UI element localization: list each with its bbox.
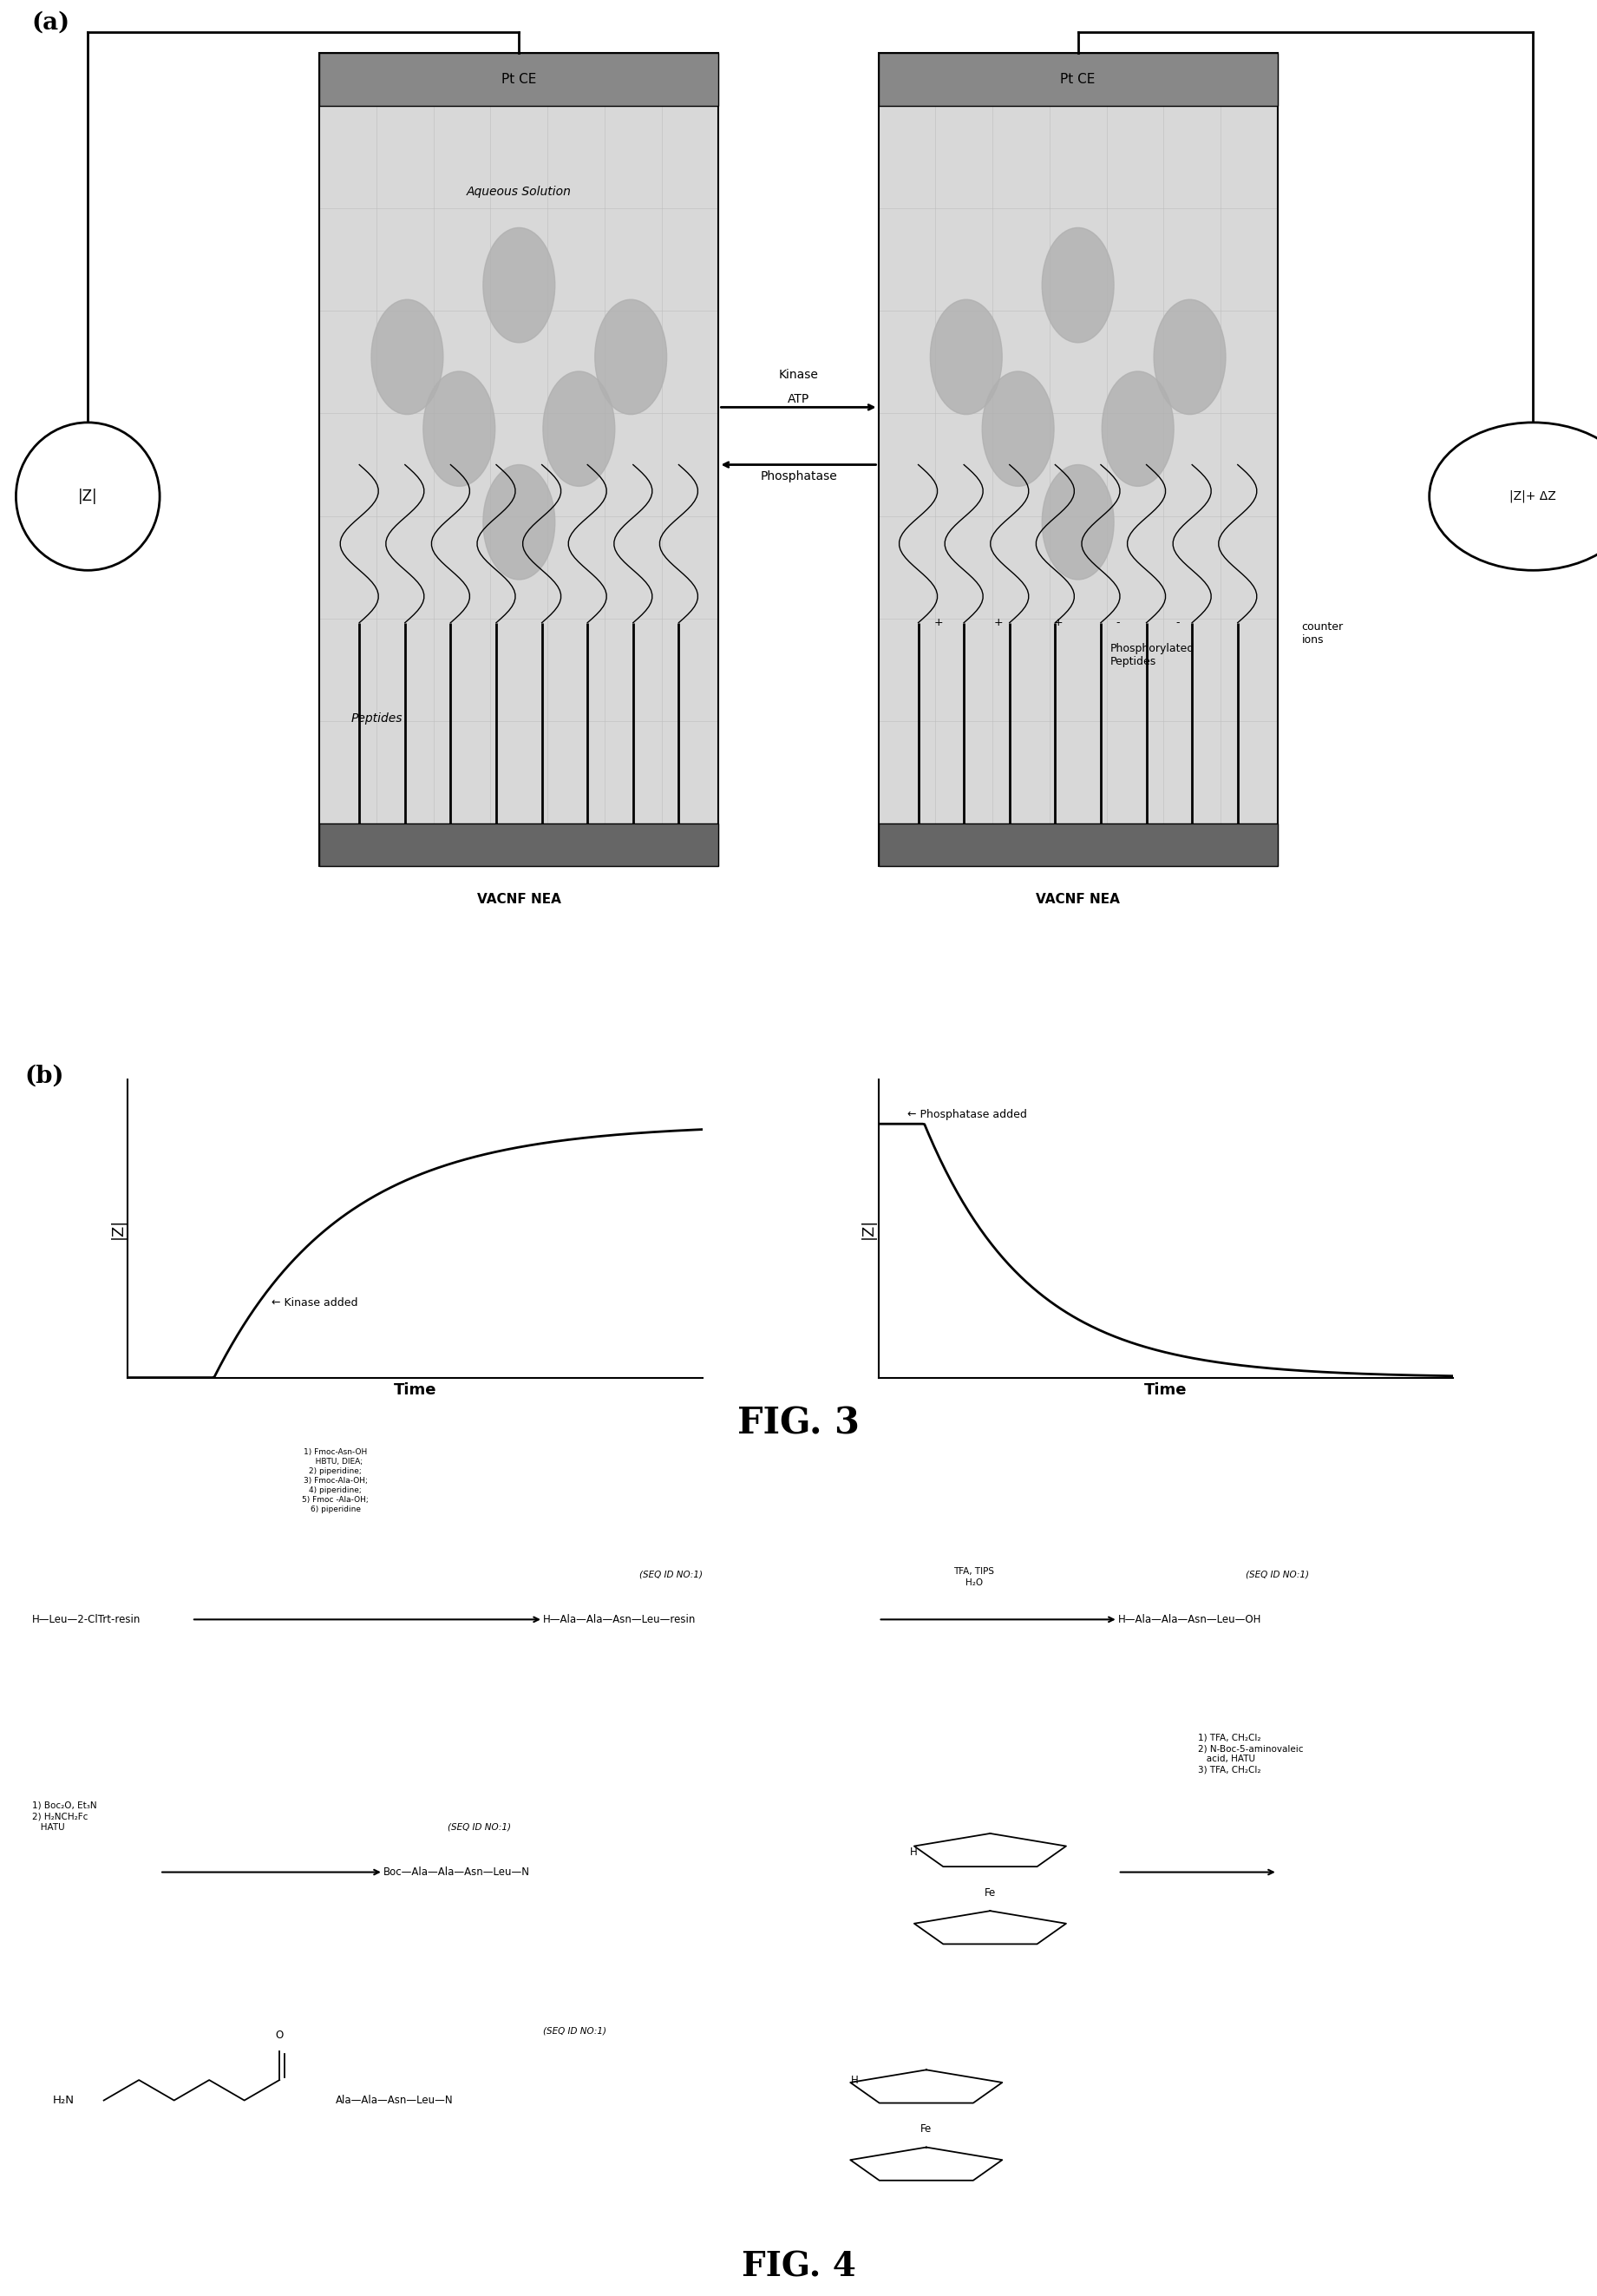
- Bar: [319, 824, 719, 866]
- Text: 1) TFA, CH₂Cl₂
2) N-Boc-5-aminovaleic
   acid, HATU
3) TFA, CH₂Cl₂: 1) TFA, CH₂Cl₂ 2) N-Boc-5-aminovaleic ac…: [1198, 1733, 1303, 1775]
- Text: 1) Boc₂O, Et₃N
2) H₂NCH₂Fc
   HATU: 1) Boc₂O, Et₃N 2) H₂NCH₂Fc HATU: [32, 1800, 97, 1832]
- Text: (SEQ ID NO:1): (SEQ ID NO:1): [447, 1823, 511, 1832]
- Ellipse shape: [482, 464, 556, 579]
- Text: -: -: [1116, 618, 1119, 629]
- Ellipse shape: [1153, 298, 1226, 416]
- Text: H: H: [910, 1846, 917, 1857]
- Ellipse shape: [482, 227, 556, 342]
- Text: H—Ala—Ala—Asn—Leu—resin: H—Ala—Ala—Asn—Leu—resin: [543, 1614, 696, 1626]
- Text: +: +: [993, 618, 1003, 629]
- Text: Pt CE: Pt CE: [1060, 73, 1096, 85]
- Text: H: H: [851, 2073, 858, 2085]
- Bar: [878, 824, 1278, 866]
- Text: O: O: [275, 2030, 284, 2041]
- Text: Fe: Fe: [984, 1887, 997, 1899]
- Text: |Z|: |Z|: [78, 489, 97, 505]
- Text: +: +: [1054, 618, 1062, 629]
- Text: ← Kinase added: ← Kinase added: [271, 1297, 358, 1309]
- Text: FIG. 3: FIG. 3: [738, 1405, 859, 1442]
- Text: H—Leu—2-ClTrt-resin: H—Leu—2-ClTrt-resin: [32, 1614, 141, 1626]
- Text: H₂N: H₂N: [53, 2094, 75, 2105]
- Text: Fe: Fe: [920, 2124, 933, 2135]
- Bar: [878, 106, 1278, 824]
- Text: 1) Fmoc-Asn-OH
   HBTU, DIEA;
2) piperidine;
3) Fmoc-Ala-OH;
4) piperidine;
5) F: 1) Fmoc-Asn-OH HBTU, DIEA; 2) piperidine…: [302, 1449, 369, 1513]
- Text: Boc—Ala—Ala—Asn—Leu—N: Boc—Ala—Ala—Asn—Leu—N: [383, 1867, 530, 1878]
- Text: (SEQ ID NO:1): (SEQ ID NO:1): [1246, 1570, 1310, 1580]
- Text: (b): (b): [24, 1063, 64, 1088]
- Text: TFA, TIPS
H₂O: TFA, TIPS H₂O: [953, 1568, 995, 1587]
- Ellipse shape: [982, 372, 1054, 487]
- Ellipse shape: [1041, 227, 1113, 342]
- Text: Peptides: Peptides: [351, 712, 402, 723]
- Ellipse shape: [371, 298, 442, 416]
- Text: Aqueous Solution: Aqueous Solution: [466, 186, 572, 197]
- Ellipse shape: [543, 372, 615, 487]
- Text: Phosphatase: Phosphatase: [760, 471, 837, 482]
- Bar: [319, 53, 719, 106]
- Text: (a): (a): [32, 11, 70, 34]
- Text: Phosphorylated
Peptides: Phosphorylated Peptides: [1110, 643, 1195, 666]
- Ellipse shape: [423, 372, 495, 487]
- Text: H—Ala—Ala—Asn—Leu—OH: H—Ala—Ala—Asn—Leu—OH: [1118, 1614, 1262, 1626]
- X-axis label: Time: Time: [394, 1382, 436, 1398]
- Ellipse shape: [16, 422, 160, 569]
- X-axis label: Time: Time: [1145, 1382, 1187, 1398]
- Ellipse shape: [1041, 464, 1113, 579]
- Text: Pt CE: Pt CE: [501, 73, 537, 85]
- Text: Ala—Ala—Asn—Leu—N: Ala—Ala—Asn—Leu—N: [335, 2094, 454, 2105]
- Text: +: +: [934, 618, 942, 629]
- Bar: [319, 106, 719, 824]
- Text: (SEQ ID NO:1): (SEQ ID NO:1): [543, 2027, 607, 2034]
- Text: (SEQ ID NO:1): (SEQ ID NO:1): [639, 1570, 703, 1580]
- Bar: [878, 53, 1278, 866]
- Ellipse shape: [594, 298, 668, 416]
- Text: ATP: ATP: [787, 393, 810, 404]
- Text: VACNF NEA: VACNF NEA: [1036, 893, 1119, 905]
- Text: ← Phosphatase added: ← Phosphatase added: [907, 1109, 1027, 1120]
- Ellipse shape: [1102, 372, 1174, 487]
- Ellipse shape: [1429, 422, 1597, 569]
- Text: -: -: [1175, 618, 1180, 629]
- Y-axis label: |Z|: |Z|: [861, 1217, 875, 1240]
- Text: Kinase: Kinase: [779, 370, 818, 381]
- Y-axis label: |Z|: |Z|: [110, 1217, 125, 1240]
- Ellipse shape: [929, 298, 1003, 416]
- Bar: [319, 53, 719, 866]
- Text: counter
ions: counter ions: [1302, 622, 1343, 645]
- Bar: [878, 53, 1278, 106]
- Text: VACNF NEA: VACNF NEA: [478, 893, 561, 905]
- Text: |Z|+ ΔZ: |Z|+ ΔZ: [1509, 489, 1557, 503]
- Text: FIG. 4: FIG. 4: [741, 2250, 856, 2285]
